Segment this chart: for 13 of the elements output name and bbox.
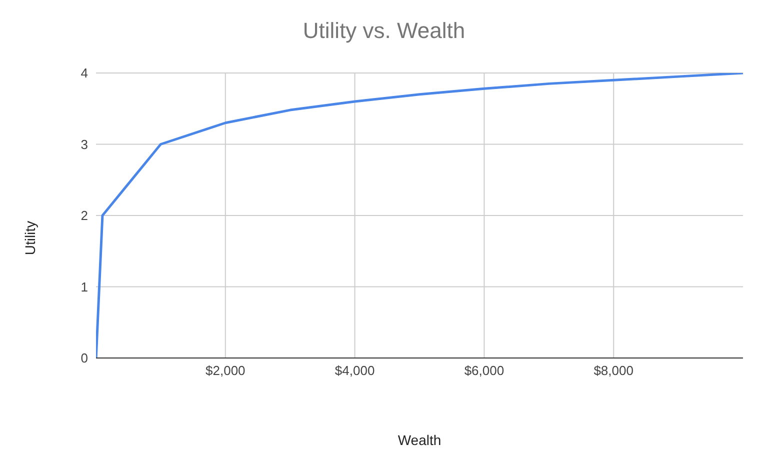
x-tick-label: $6,000	[464, 363, 504, 378]
line-series	[96, 73, 743, 358]
y-tick-label: 3	[80, 136, 88, 152]
x-tick-label: $4,000	[334, 363, 375, 378]
x-axis-title: Wealth	[396, 432, 442, 448]
y-tick-label: 4	[80, 66, 88, 81]
x-tick-label: $2,000	[206, 363, 246, 378]
y-tick-label: 0	[80, 350, 88, 366]
x-tick-label: $8,000	[594, 363, 634, 378]
chart-title: Utility vs. Wealth	[302, 18, 466, 44]
y-axis-title: Utility	[22, 220, 38, 258]
y-tick-label: 2	[80, 208, 88, 224]
y-tick-label: 1	[80, 279, 88, 294]
